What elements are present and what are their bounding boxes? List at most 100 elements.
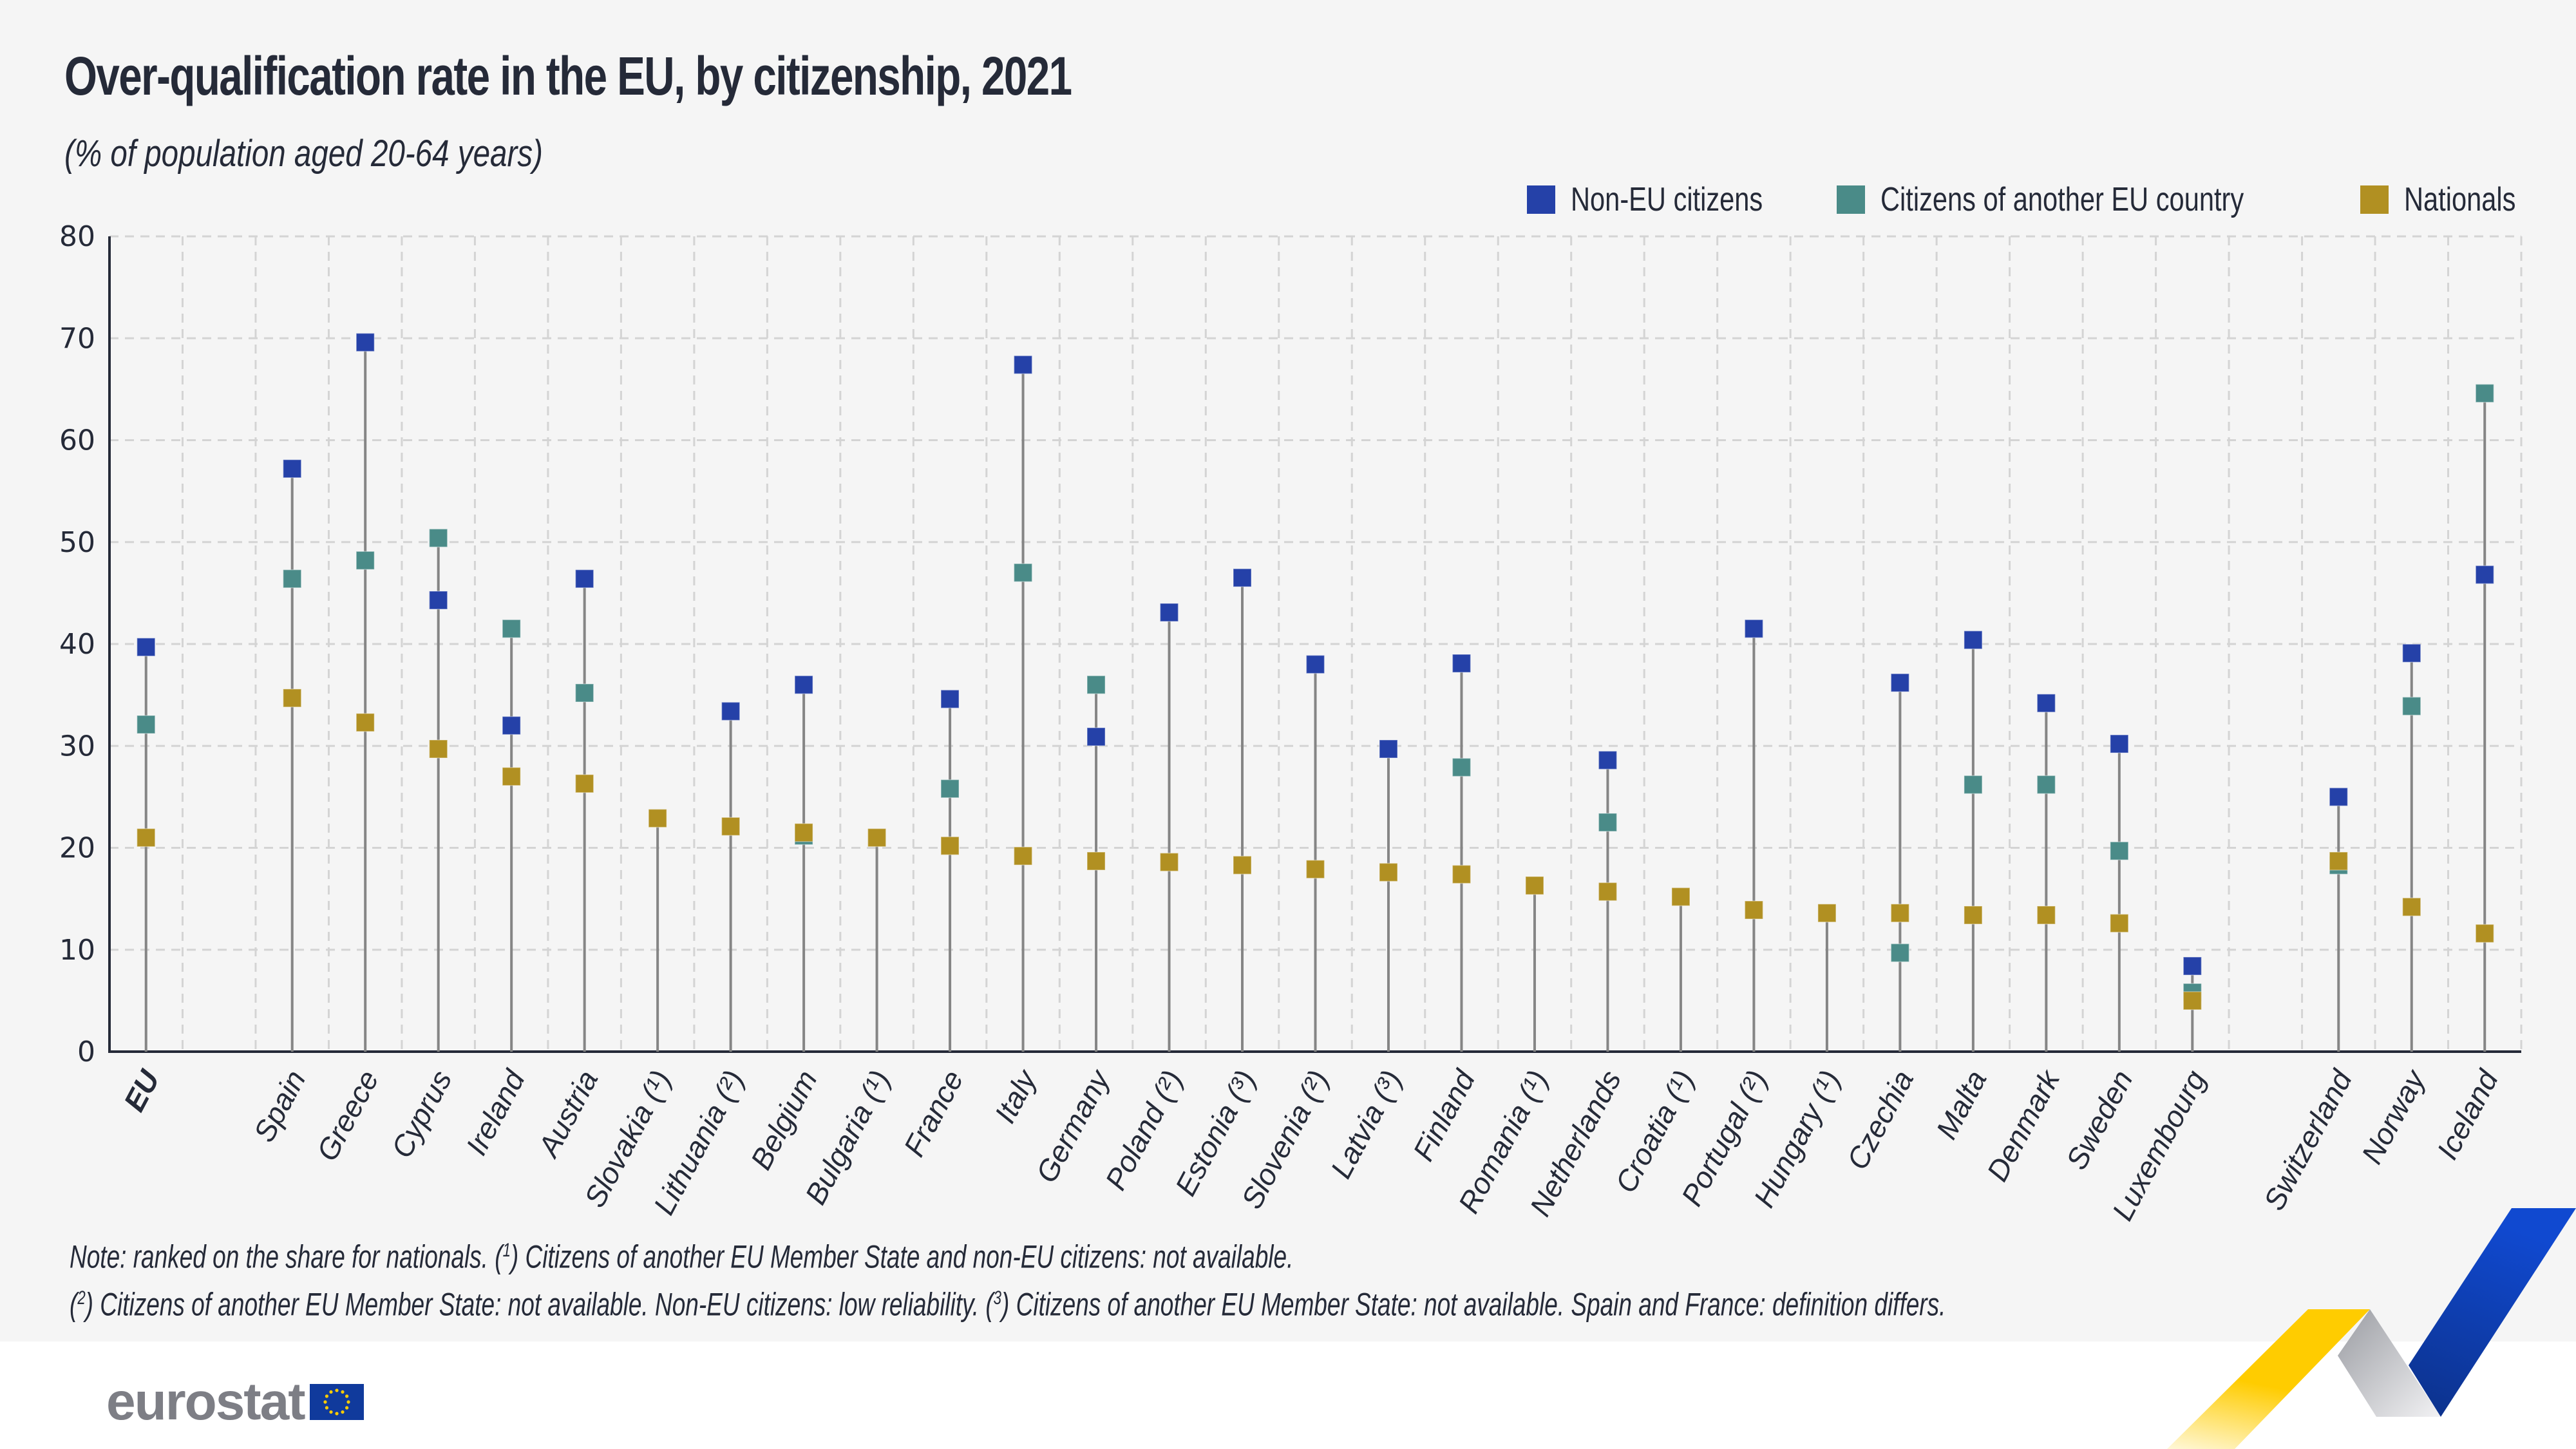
data-point-nationals <box>1086 851 1106 871</box>
flag-star <box>334 1388 339 1392</box>
data-point-other-eu <box>940 779 960 799</box>
data-point-nationals <box>648 808 667 828</box>
x-tick-label: Finland <box>1406 1064 1482 1166</box>
data-point-nationals <box>1379 862 1398 882</box>
data-point-non-eu <box>940 689 960 709</box>
data-point-other-eu <box>574 683 594 703</box>
x-tick-label: Cyprus <box>384 1065 458 1163</box>
chart-notes: Note: ranked on the share for nationals.… <box>70 1230 1946 1325</box>
legend-swatch-nationals <box>2360 185 2389 214</box>
x-tick-label: Czechia <box>1840 1065 1920 1175</box>
data-point-non-eu <box>1964 630 1983 650</box>
data-point-nationals <box>428 739 448 759</box>
data-point-non-eu <box>1744 619 1764 639</box>
data-point-nationals <box>1964 905 1983 925</box>
data-point-nationals <box>1013 846 1033 866</box>
data-points <box>136 332 2495 1010</box>
data-point-nationals <box>794 823 813 842</box>
y-tick-label: 80 <box>59 220 95 253</box>
data-point-non-eu <box>1086 727 1106 746</box>
flag-star <box>328 1390 333 1394</box>
legend: Non-EU citizens Citizens of another EU c… <box>1475 180 2518 219</box>
data-point-other-eu <box>2110 841 2129 860</box>
data-point-nationals <box>867 828 887 848</box>
flag-star <box>325 1406 328 1410</box>
flag-star <box>345 1406 348 1410</box>
data-point-non-eu <box>1598 750 1618 770</box>
y-tick-label: 0 <box>77 1036 95 1068</box>
data-point-nationals <box>282 688 302 708</box>
data-point-other-eu <box>1598 813 1618 832</box>
legend-item-nationals: Nationals <box>2360 180 2518 219</box>
data-point-non-eu <box>355 332 375 352</box>
flag-star <box>323 1400 327 1404</box>
eurostat-ribbon-decoration <box>2167 1208 2576 1449</box>
data-point-nationals <box>2036 905 2056 925</box>
y-tick-label: 30 <box>59 730 95 762</box>
data-point-other-eu <box>2475 383 2495 403</box>
data-point-non-eu <box>2110 734 2129 753</box>
data-point-other-eu <box>1964 775 1983 795</box>
data-point-other-eu <box>282 569 302 589</box>
chart-subtitle: (% of population aged 20-64 years) <box>64 133 543 175</box>
legend-label-nationals: Nationals <box>2404 181 2516 218</box>
x-tick-label: Spain <box>247 1065 312 1147</box>
data-point-nationals <box>2110 913 2129 933</box>
data-point-non-eu <box>282 459 302 478</box>
x-tick-label: Denmark <box>1980 1064 2067 1187</box>
x-tick-label: Malta <box>1929 1065 1993 1144</box>
data-point-other-eu <box>1890 943 1910 963</box>
data-point-non-eu <box>1013 355 1033 375</box>
data-point-non-eu <box>2036 694 2056 713</box>
eu-flag-icon <box>309 1384 364 1420</box>
data-point-non-eu <box>428 591 448 610</box>
eurostat-logo: eurostat <box>106 1372 364 1432</box>
x-tick-label: Greece <box>310 1065 385 1166</box>
data-point-non-eu <box>1890 673 1910 692</box>
x-tick-label: Norway <box>2354 1063 2432 1170</box>
data-point-other-eu <box>2036 775 2056 795</box>
data-point-other-eu <box>1452 757 1472 777</box>
data-point-non-eu <box>721 701 741 721</box>
legend-label-non-eu: Non-EU citizens <box>1571 181 1763 218</box>
data-point-nationals <box>940 836 960 856</box>
legend-swatch-other-eu <box>1836 185 1865 214</box>
data-point-other-eu <box>502 619 521 639</box>
data-point-non-eu <box>2402 643 2421 663</box>
data-point-non-eu <box>574 569 594 589</box>
y-tick-label: 20 <box>59 832 95 865</box>
data-point-non-eu <box>794 675 813 695</box>
note-line-2: (2) Citizens of another EU Member State:… <box>70 1286 1946 1323</box>
y-tick-label: 60 <box>59 424 95 457</box>
data-point-nationals <box>136 828 156 848</box>
data-point-non-eu <box>1452 654 1472 673</box>
flag-star <box>340 1390 345 1394</box>
data-point-nationals <box>1744 900 1764 920</box>
data-point-other-eu <box>428 528 448 548</box>
data-point-non-eu <box>136 637 156 657</box>
stems <box>144 342 2486 1052</box>
x-tick-label: Sweden <box>2060 1065 2139 1175</box>
flag-star <box>325 1394 328 1398</box>
data-point-nationals <box>721 817 741 837</box>
data-point-nationals <box>1233 855 1252 875</box>
x-tick-label: Belgium <box>744 1065 824 1175</box>
legend-item-non-eu: Non-EU citizens <box>1527 180 1785 219</box>
flag-star <box>340 1410 345 1414</box>
data-point-nationals <box>2329 851 2349 871</box>
data-point-non-eu <box>1233 568 1252 587</box>
eurostat-logo-text: eurostat <box>106 1372 306 1431</box>
x-tick-label: France <box>897 1065 970 1162</box>
legend-item-other-eu: Citizens of another EU country <box>1836 180 2309 219</box>
data-point-non-eu <box>1305 654 1325 674</box>
data-point-other-eu <box>1013 563 1033 582</box>
data-point-non-eu <box>2475 565 2495 585</box>
data-point-nationals <box>2183 991 2202 1010</box>
data-point-nationals <box>1525 876 1544 895</box>
y-tick-label: 50 <box>59 526 95 559</box>
chart-panel <box>0 0 2576 1341</box>
data-point-nationals <box>1598 882 1618 902</box>
y-tick-label: 10 <box>59 934 95 967</box>
flag-star <box>345 1394 348 1398</box>
